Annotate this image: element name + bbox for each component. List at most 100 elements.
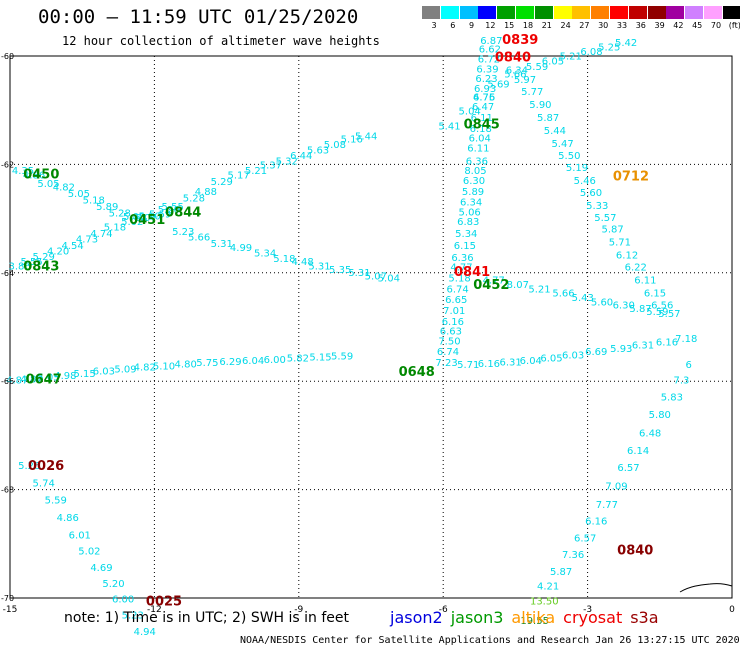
swh-value: 4.82 <box>53 182 75 193</box>
swh-value: 5.66 <box>504 70 526 81</box>
swh-value: 5.42 <box>615 38 637 49</box>
swh-value: 5.04 <box>459 107 481 118</box>
swh-track: 6.876.626.726.396.236.936.756.476.116.18… <box>435 36 502 369</box>
swh-value: 5.05 <box>37 373 59 384</box>
swh-value: 6.08 <box>580 47 602 58</box>
satellite-legend-item: s3a <box>630 608 659 627</box>
pass-time-label: 0844 <box>165 205 201 220</box>
swh-tracks: 4.354.865.054.825.055.185.895.285.005.07… <box>6 36 697 638</box>
swh-value: 4.54 <box>61 241 83 252</box>
scale-label: 36 <box>635 21 646 30</box>
grid-lines <box>9 55 733 599</box>
swh-value: 5.06 <box>459 207 481 218</box>
swh-value: 5.18 <box>104 223 126 234</box>
swh-value: 6.22 <box>625 263 647 274</box>
swh-value: 5.21 <box>245 166 267 177</box>
swh-value: 5.69 <box>487 79 509 90</box>
swh-value: 6.48 <box>639 428 661 439</box>
swh-value: 4.82 <box>134 362 156 373</box>
swh-value: 5.35 <box>329 265 351 276</box>
swh-value: 5.93 <box>610 344 632 355</box>
swh-value: 5.04 <box>378 273 400 284</box>
x-axis-label: -12 <box>147 605 162 615</box>
scale-label: 3 <box>431 21 437 30</box>
swh-value: 4.77 <box>450 263 472 274</box>
swh-value: 5.90 <box>529 100 551 111</box>
swh-value: 4.88 <box>195 187 217 198</box>
swh-value: 5.87 <box>537 113 559 124</box>
swh-value: 6.12 <box>616 251 638 262</box>
scale-label: 45 <box>692 21 703 30</box>
pass-time-label: 0451 <box>129 213 165 228</box>
swh-value: 4.94 <box>134 627 156 638</box>
pass-time-label: 0843 <box>23 260 59 275</box>
swh-value: 5.63 <box>307 146 329 157</box>
swh-value: 5.71 <box>609 238 631 249</box>
scale-label: 42 <box>673 21 684 30</box>
swh-value: 5.83 <box>661 393 683 404</box>
swh-value: 5.23 <box>122 611 144 622</box>
swh-value: 6.14 <box>627 446 649 457</box>
swh-track: 6.345.975.77 5.90 5.87 5.44 5.475.505.19 5.46… <box>506 65 674 311</box>
swh-value: 5.25 <box>598 43 620 54</box>
swh-value: 6.30 <box>613 301 635 312</box>
swh-value: 5.16 <box>341 135 363 146</box>
swh-value: 6.34 <box>506 65 528 76</box>
swh-value: 6.16 <box>656 337 678 348</box>
swh-value: 6.65 <box>445 295 467 306</box>
swh-value: 5.50 <box>558 151 580 162</box>
x-axis-label: 0 <box>729 605 735 615</box>
scale-label: 70 <box>710 21 722 30</box>
swh-value: 5.07 <box>365 271 387 282</box>
scale-label: 33 <box>616 21 628 30</box>
swh-value: 5.33 <box>586 201 608 212</box>
swh-value: 5.87 <box>601 225 623 236</box>
swh-value: 5.60 <box>591 297 613 308</box>
swh-value: 5.19 <box>566 163 588 174</box>
swh-value: 5.46 <box>574 176 596 187</box>
swh-value: 6.83 <box>457 217 479 228</box>
scale-swatch <box>610 6 628 19</box>
swh-value: 4.80 <box>175 360 197 371</box>
y-axis-label: -70 <box>1 594 14 603</box>
pass-time-label: 0026 <box>28 459 64 474</box>
scale-label: 30 <box>598 21 609 30</box>
x-axis-label: -6 <box>439 605 448 615</box>
scale-label: 12 <box>485 21 496 30</box>
swh-value: 6.03 <box>562 350 584 361</box>
swh-value: 4.76 <box>473 92 495 103</box>
swh-value: 5.34 <box>455 229 477 240</box>
swh-value: 5.02 <box>78 547 100 558</box>
swh-value: 8.05 <box>464 166 486 177</box>
swh-value: 5.20 <box>102 579 124 590</box>
swh-value: 5.59 <box>646 307 668 318</box>
swh-value: 5.43 <box>572 293 594 304</box>
swh-value: 6.16 <box>585 516 607 527</box>
swh-value: 5.55 <box>21 257 43 268</box>
swh-value: 6.03 <box>93 367 115 378</box>
swh-value: 5.00 <box>123 212 145 223</box>
swh-value: 5.89 <box>96 202 118 213</box>
swh-value: 6.15 <box>644 289 666 300</box>
swh-value: 5.59 <box>149 210 171 221</box>
scale-swatch <box>704 6 722 19</box>
swh-value: 6.36 <box>451 253 473 264</box>
scale-swatch <box>478 6 497 19</box>
swh-track: 5.26 5.74 5.59 4.86 6.01 5.02 4.69 5.20 6.00 5.23… <box>18 461 156 638</box>
swh-value: 5.75 <box>196 358 218 369</box>
satellite-legend-item: jason2 <box>390 608 443 627</box>
swh-value: 4.73 <box>76 234 98 245</box>
swh-value: 6.11 <box>471 113 493 124</box>
swh-value: 19.55 <box>520 616 549 627</box>
pass-time-label: 0845 <box>464 118 500 133</box>
swh-value: 5.87 <box>629 304 651 315</box>
swh-value: 5.05 <box>37 179 59 190</box>
swh-value: 3.86 <box>8 262 30 273</box>
swh-value: 5.57 <box>594 213 616 224</box>
swh-track: 4.215.877.366.576.167.777.096.576.146.48… <box>537 360 692 592</box>
pass-time-label: 0647 <box>26 372 62 387</box>
swh-value: 8.07 <box>507 280 529 291</box>
swh-value: 5.82 <box>287 354 309 365</box>
swh-track: 4.354.865.054.825.055.185.895.285.005.07… <box>12 131 377 223</box>
swh-value: 6.93 <box>474 84 496 95</box>
